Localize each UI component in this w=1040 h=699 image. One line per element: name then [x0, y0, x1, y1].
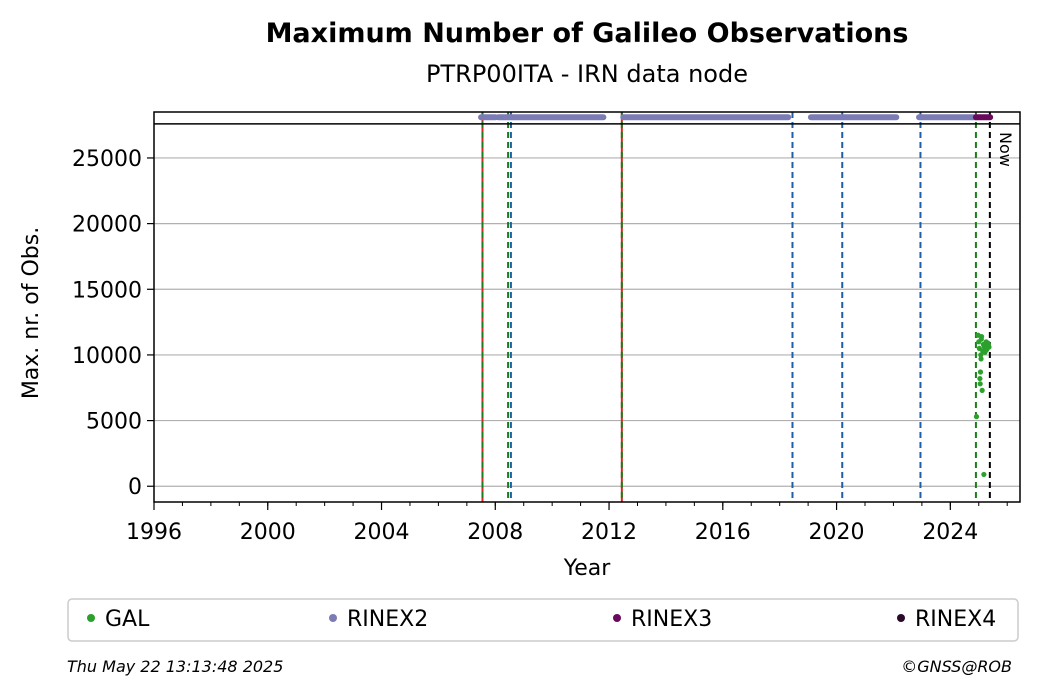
- y-tick-label: 0: [128, 475, 142, 500]
- y-tick-label: 15000: [72, 278, 142, 303]
- legend-marker-gal: [87, 614, 95, 622]
- data-point-gal: [979, 387, 985, 393]
- x-tick-label: 2020: [809, 520, 865, 545]
- chart-title: Maximum Number of Galileo Observations: [266, 18, 909, 49]
- data-marks: [478, 114, 994, 478]
- legend-box: [67, 598, 1019, 642]
- plot-frame: [153, 111, 1021, 503]
- data-point-gal: [986, 344, 992, 350]
- credit: ©GNSS@ROB: [901, 657, 1012, 676]
- x-axis: 1996 2000 2004 2008 2012 2016 2020 2024: [126, 502, 1008, 545]
- grid: [154, 157, 1020, 487]
- legend-marker-rinex4: [897, 614, 905, 622]
- legend-marker-rinex2: [329, 614, 337, 622]
- data-point-gal: [973, 414, 980, 420]
- y-tick-label: 25000: [72, 147, 142, 172]
- y-tick-label: 10000: [72, 344, 142, 369]
- y-tick-label: 5000: [86, 410, 142, 435]
- data-point-gal: [977, 369, 984, 375]
- x-tick-label: 2008: [467, 520, 523, 545]
- timestamp: Thu May 22 13:13:48 2025: [67, 657, 284, 676]
- data-point-gal: [978, 356, 984, 362]
- x-tick-label: 2004: [354, 520, 410, 545]
- legend-label-rinex4: RINEX4: [915, 607, 996, 632]
- data-point-gal: [978, 352, 984, 358]
- y-axis-label: Max. nr. of Obs.: [19, 227, 44, 399]
- legend-marker-rinex3: [613, 614, 621, 622]
- y-axis: 0 5000 10000 15000 20000 25000: [72, 147, 154, 500]
- legend-label-rinex2: RINEX2: [347, 607, 428, 632]
- x-tick-label: 2000: [240, 520, 296, 545]
- data-point-gal: [981, 471, 987, 478]
- x-tick-label: 2016: [695, 520, 751, 545]
- data-point-gal: [979, 333, 985, 340]
- chart-subtitle: PTRP00ITA - IRN data node: [426, 60, 748, 88]
- x-tick-label: 2024: [922, 520, 978, 545]
- data-point-gal: [977, 381, 983, 387]
- data-point-gal: [977, 375, 983, 382]
- legend-label-gal: GAL: [105, 607, 150, 632]
- x-tick-label: 2012: [581, 520, 637, 545]
- legend-label-rinex3: RINEX3: [631, 607, 712, 632]
- event-lines: [481, 112, 991, 502]
- now-label: Now: [996, 132, 1015, 167]
- x-axis-label: Year: [563, 556, 612, 581]
- legend: GAL RINEX2 RINEX3 RINEX4: [67, 598, 1019, 642]
- y-tick-label: 20000: [72, 213, 142, 238]
- x-tick-label: 1996: [126, 520, 182, 545]
